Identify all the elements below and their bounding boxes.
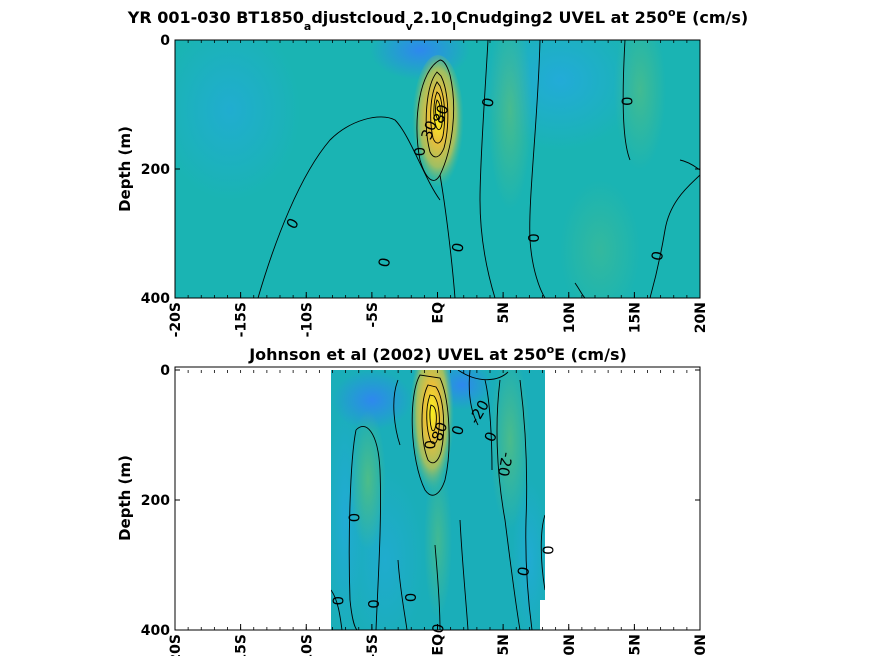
bottom-contour-label: 0 [540,545,558,555]
top-x-tick-label: 15N [627,302,643,333]
bottom-contour-label: 80 [428,420,451,444]
top-heatmap-field [175,40,700,298]
top-y-tick-label: 400 [141,291,170,307]
bottom-contour-label: -20 [494,451,516,478]
bottom-x-tick-label: -5S [365,634,381,656]
bottom-x-tick-label: EQ [431,634,447,656]
bottom-contour-label: 0 [421,440,439,450]
top-y-axis-label: Depth (m) [116,126,134,212]
bottom-y-tick-label: 0 [160,363,170,379]
bottom-contours [331,370,545,630]
top-contour-label: 0 [618,97,636,107]
bottom-y-tick-label: 200 [141,493,170,509]
bottom-x-tick-label: 15N [627,634,643,656]
top-x-tick-label: -15S [234,302,250,337]
bottom-title: Johnson et al (2002) UVEL at 250oE (cm/s… [248,343,627,364]
bottom-y-tick-label: 400 [141,623,170,639]
top-y-tick-label: 0 [160,33,170,49]
bottom-contour-label: 0 [448,423,468,437]
top-contour-label: 0 [479,96,498,109]
top-x-tick-label: 5N [496,302,512,323]
top-y-axis: 0 200 400 [141,33,700,307]
bottom-contour-label: 0 [429,622,448,635]
bottom-x-tick-label: -15S [234,634,250,656]
bottom-contour-label: 0 [514,565,533,578]
top-x-tick-label: -5S [365,302,381,328]
top-contour-label: 0 [375,256,394,269]
bottom-y-axis-label: Depth (m) [116,455,134,541]
bottom-contour-label: 0 [365,599,383,609]
bottom-x-axis: -20S -15S -10S -5S EQ 5N 10N 15N 20N [168,370,709,656]
top-x-tick-label: 20N [693,302,709,333]
bottom-heatmap-field [331,370,545,630]
top-contour-label: 0 [411,147,429,157]
top-contour-label: 30 [417,118,440,142]
bottom-x-tick-label: 5N [496,634,512,655]
top-contour-label: 0 [648,250,667,263]
top-x-tick-label: 10N [562,302,578,333]
bottom-x-tick-label: -20S [168,634,184,656]
bottom-x-tick-label: -10S [299,634,315,656]
top-x-tick-label: EQ [431,302,447,324]
bottom-x-tick-label: 10N [562,634,578,656]
top-x-tick-label: -20S [168,302,184,337]
top-contour-label: 0 [448,241,467,254]
bottom-contour-label: 0 [402,593,420,603]
top-y-tick-label: 200 [141,162,170,178]
top-x-axis: -20S -15S -10S -5S EQ 5N 10N 15N 20N [168,40,709,337]
bottom-x-tick-label: 20N [693,634,709,656]
bottom-y-axis: 0 200 400 [141,363,700,639]
top-title: YR 001-030 BT1850adjustcloudv2.10lCnudgi… [127,6,748,33]
bottom-missing-data-mask [540,600,546,630]
top-contours [257,40,700,298]
bottom-contour-label: 0 [330,596,348,606]
top-x-tick-label: -10S [299,302,315,337]
top-contour-label: 0 [525,233,543,243]
bottom-contour-label: 0 [345,513,363,523]
top-contour-label: 80 [429,102,452,126]
